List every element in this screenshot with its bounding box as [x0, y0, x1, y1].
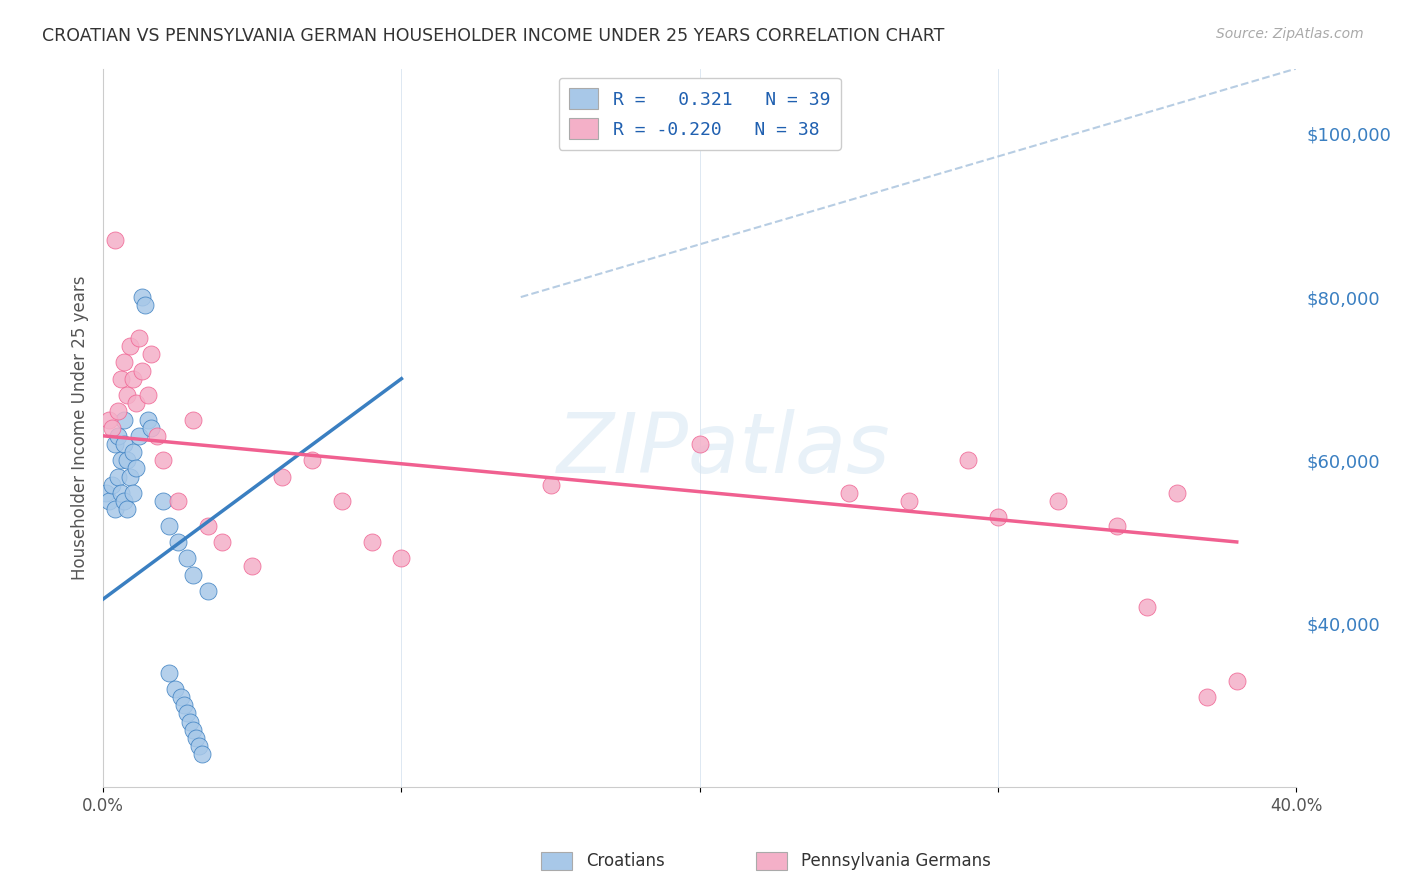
Y-axis label: Householder Income Under 25 years: Householder Income Under 25 years: [72, 276, 89, 580]
Point: [98, 494, 121, 508]
Point: [540, 478, 562, 492]
Point: [360, 535, 382, 549]
Point: [107, 404, 129, 418]
Point: [128, 429, 150, 443]
Point: [104, 502, 127, 516]
Point: [173, 698, 195, 713]
Point: [187, 739, 209, 753]
Point: [163, 681, 186, 696]
Point: [391, 551, 413, 566]
Point: [689, 437, 711, 451]
Point: [181, 412, 204, 426]
Point: [122, 445, 145, 459]
Point: [110, 372, 132, 386]
Point: [181, 567, 204, 582]
Point: [98, 412, 121, 426]
Point: [101, 478, 124, 492]
Point: [101, 420, 124, 434]
Point: [115, 388, 138, 402]
Point: [104, 437, 127, 451]
Point: [118, 469, 141, 483]
Point: [179, 714, 201, 729]
Point: [897, 494, 920, 508]
Point: [128, 331, 150, 345]
Point: [136, 388, 159, 402]
Point: [152, 453, 174, 467]
Point: [271, 469, 294, 483]
Point: [131, 363, 153, 377]
Point: [112, 494, 135, 508]
Point: [157, 665, 180, 680]
Point: [104, 233, 127, 247]
Point: [330, 494, 353, 508]
Point: [112, 355, 135, 369]
Point: [139, 347, 162, 361]
Point: [125, 396, 148, 410]
Point: [301, 453, 323, 467]
Point: [136, 412, 159, 426]
Point: [146, 429, 169, 443]
Point: [115, 502, 138, 516]
Point: [110, 486, 132, 500]
Point: [211, 535, 233, 549]
Point: [987, 510, 1010, 524]
Point: [122, 372, 145, 386]
Point: [1226, 673, 1249, 688]
Point: [139, 420, 162, 434]
Point: [157, 518, 180, 533]
Point: [107, 469, 129, 483]
Point: [125, 461, 148, 475]
Point: [176, 706, 198, 721]
Point: [240, 559, 263, 574]
Point: [1107, 518, 1129, 533]
Point: [1195, 690, 1218, 704]
Point: [170, 690, 193, 704]
Point: [166, 535, 188, 549]
Text: Croatians: Croatians: [586, 852, 665, 870]
Point: [197, 518, 219, 533]
Point: [134, 298, 156, 312]
Point: [190, 747, 212, 762]
Point: [838, 486, 860, 500]
Point: [115, 453, 138, 467]
Point: [197, 583, 219, 598]
Point: [176, 551, 198, 566]
Text: ZIPatlas: ZIPatlas: [557, 409, 890, 490]
Point: [110, 453, 132, 467]
Point: [152, 494, 174, 508]
Point: [112, 412, 135, 426]
Point: [1046, 494, 1069, 508]
Point: [1166, 486, 1188, 500]
Legend: R =   0.321   N = 39, R = -0.220   N = 38: R = 0.321 N = 39, R = -0.220 N = 38: [558, 78, 841, 150]
Point: [107, 429, 129, 443]
Point: [1136, 600, 1159, 615]
Point: [181, 723, 204, 737]
Point: [122, 486, 145, 500]
Point: [184, 731, 207, 745]
Text: Pennsylvania Germans: Pennsylvania Germans: [801, 852, 991, 870]
Point: [957, 453, 980, 467]
Point: [118, 339, 141, 353]
Point: [166, 494, 188, 508]
Point: [131, 290, 153, 304]
Point: [94, 486, 117, 500]
Text: Source: ZipAtlas.com: Source: ZipAtlas.com: [1216, 27, 1364, 41]
Point: [112, 437, 135, 451]
Text: CROATIAN VS PENNSYLVANIA GERMAN HOUSEHOLDER INCOME UNDER 25 YEARS CORRELATION CH: CROATIAN VS PENNSYLVANIA GERMAN HOUSEHOL…: [42, 27, 945, 45]
